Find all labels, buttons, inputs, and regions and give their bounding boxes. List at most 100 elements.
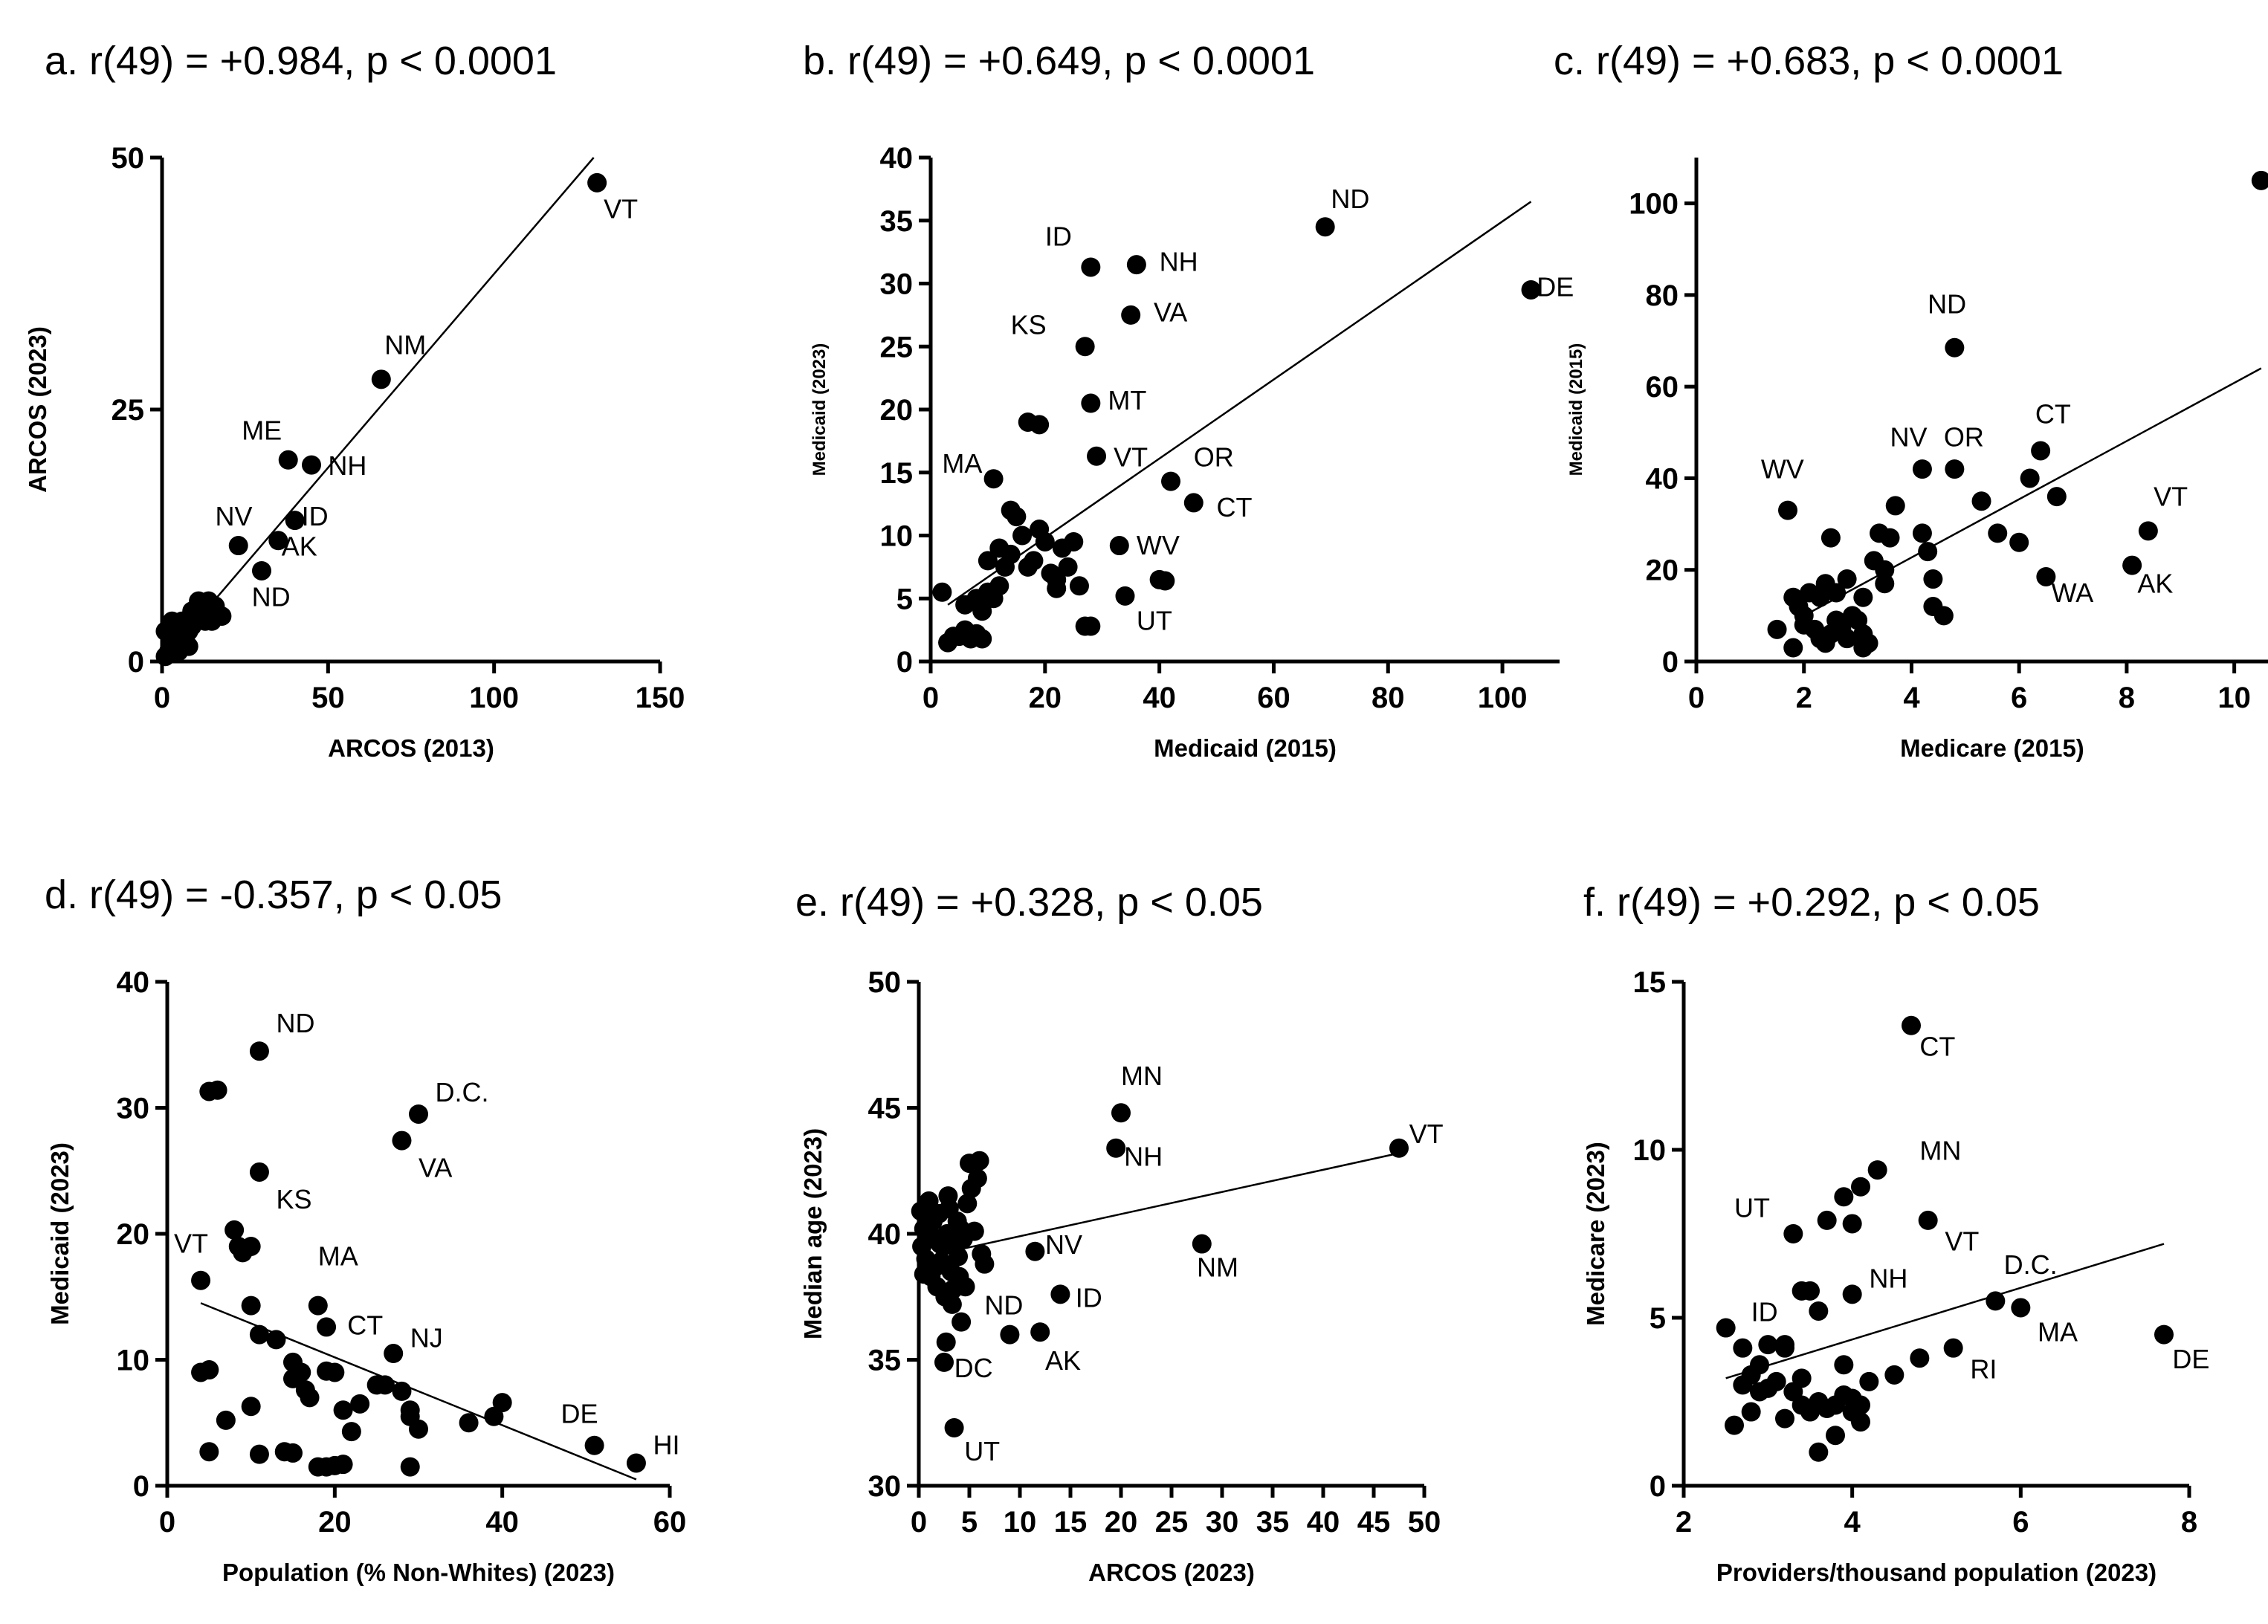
y-tick-label: 100 xyxy=(1629,188,1679,221)
data-point xyxy=(1834,1355,1854,1375)
data-point xyxy=(1725,1415,1744,1435)
data-point xyxy=(1766,1371,1786,1391)
point-label: CT xyxy=(347,1310,383,1341)
data-point xyxy=(949,1246,969,1266)
y-tick-label: 20 xyxy=(1646,554,1679,587)
data-point xyxy=(1155,571,1175,591)
data-point xyxy=(1859,1371,1879,1391)
y-tick-label: 10 xyxy=(880,520,914,553)
data-point-ND xyxy=(249,1041,269,1061)
data-point xyxy=(1880,528,1900,548)
data-point xyxy=(1933,606,1954,626)
data-point-VT xyxy=(191,1270,211,1290)
y-tick-label: 80 xyxy=(1646,279,1679,312)
data-point-VA xyxy=(1121,305,1141,325)
x-tick-label: 40 xyxy=(1307,1506,1340,1539)
data-point xyxy=(1069,576,1089,596)
x-tick-label: 80 xyxy=(1372,682,1405,714)
data-point xyxy=(1988,523,2008,543)
point-label: KS xyxy=(1011,309,1047,340)
data-point-UT xyxy=(1783,1224,1803,1243)
x-tick-label: 2 xyxy=(1676,1506,1692,1539)
data-point xyxy=(1884,1365,1904,1385)
regression-line xyxy=(161,157,595,662)
data-point xyxy=(459,1413,479,1433)
point-label: MN xyxy=(1919,1136,1961,1166)
data-point-MN xyxy=(1867,1160,1887,1180)
data-point xyxy=(341,1422,361,1442)
data-point xyxy=(249,1444,269,1464)
data-point xyxy=(1809,1442,1829,1462)
x-tick-label: 20 xyxy=(1029,682,1062,714)
data-point xyxy=(1758,1335,1778,1355)
data-point xyxy=(967,1168,987,1188)
data-point-D.C. xyxy=(409,1104,428,1124)
data-point-AK xyxy=(2122,555,2142,575)
point-label: ID xyxy=(1076,1282,1102,1313)
x-tick-label: 8 xyxy=(2181,1506,2197,1539)
panel-a: a. r(49) = +0.984, p < 0.0001 0 25 50 0 50 100… xyxy=(24,39,685,762)
data-point-WV xyxy=(1109,536,1129,556)
panel-f: f. r(49) = +0.292, p < 0.05 0 5 10 15 2 4 6 8 Pro… xyxy=(1582,880,2209,1586)
data-point xyxy=(1842,606,1862,626)
point-label: VT xyxy=(604,193,638,224)
x-tick-label: 40 xyxy=(1143,682,1176,714)
data-point xyxy=(942,1294,962,1314)
data-point xyxy=(943,627,963,647)
data-point xyxy=(1809,1301,1829,1321)
data-point-ND xyxy=(1000,1324,1020,1345)
point-label: MT xyxy=(1108,385,1146,415)
point-label: NJ xyxy=(410,1323,443,1353)
data-point xyxy=(1081,616,1101,636)
data-point xyxy=(1792,1368,1812,1388)
data-point xyxy=(1837,569,1857,589)
y-tick-label: 45 xyxy=(868,1093,902,1125)
y-tick-label: 25 xyxy=(880,331,914,363)
point-label: NH xyxy=(328,450,366,481)
data-point-ND xyxy=(252,560,271,580)
regression-line xyxy=(1803,367,2262,617)
point-label: ID xyxy=(1751,1297,1778,1327)
point-label: ND xyxy=(1331,184,1369,214)
panel-d: d. r(49) = -0.357, p < 0.05 0 10 20 30 40 0 20 4… xyxy=(45,873,686,1586)
point-label: VT xyxy=(1945,1226,1979,1257)
data-point xyxy=(1001,544,1021,564)
regression-line xyxy=(947,201,1532,606)
data-point xyxy=(975,1254,995,1274)
data-point xyxy=(911,1201,931,1221)
data-point xyxy=(207,1080,227,1100)
data-point-NH xyxy=(302,455,321,475)
x-tick-label: 20 xyxy=(1105,1506,1138,1539)
data-point-AK xyxy=(268,531,288,551)
data-point xyxy=(1910,1348,1930,1368)
data-point xyxy=(932,582,952,602)
point-label: NH xyxy=(1124,1141,1163,1171)
data-point xyxy=(1783,638,1803,658)
data-point xyxy=(1815,633,1835,653)
y-tick-label: 30 xyxy=(117,1093,150,1125)
point-label: WV xyxy=(1137,530,1180,560)
data-point xyxy=(1794,606,1814,626)
data-point xyxy=(2009,532,2029,552)
data-point-VT xyxy=(1389,1138,1409,1158)
point-label: D.C. xyxy=(436,1077,489,1107)
data-point xyxy=(375,1375,395,1395)
x-tick-label: 45 xyxy=(1357,1506,1391,1539)
y-tick-label: 60 xyxy=(1646,371,1679,404)
y-tick-label: 10 xyxy=(117,1345,150,1377)
data-point xyxy=(955,595,975,615)
y-tick-label: 10 xyxy=(1633,1134,1667,1167)
y-axis-label: ARCOS (2023) xyxy=(24,326,51,493)
data-point-VT xyxy=(587,172,607,193)
data-point xyxy=(400,1406,420,1426)
point-label: MA xyxy=(318,1240,358,1271)
data-point xyxy=(1842,1388,1862,1408)
point-label: UT xyxy=(1137,606,1172,636)
data-point-CT xyxy=(317,1317,337,1337)
data-point-CT xyxy=(1902,1015,1921,1035)
y-axis-label: Medicaid (2015) xyxy=(1566,343,1586,476)
data-point xyxy=(1030,415,1050,435)
x-axis-label: Population (% Non-Whites) (2023) xyxy=(222,1559,615,1586)
data-point-NM xyxy=(371,369,391,389)
y-tick-label: 40 xyxy=(1646,462,1679,495)
